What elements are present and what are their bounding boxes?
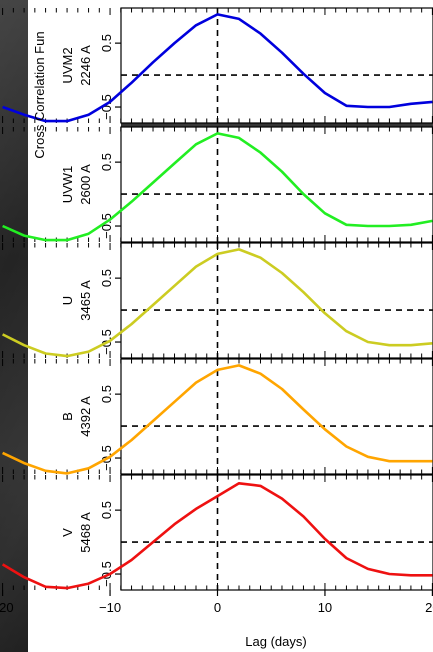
panel-band-label: UVM2	[60, 47, 75, 83]
panel-band-label: B	[60, 412, 75, 421]
panel-frame-b	[120, 358, 433, 475]
panel-b: −0.50.5B 4392 A	[2, 358, 433, 475]
y-tick-label: 0.5	[99, 385, 114, 403]
x-tick-label: 20	[425, 600, 433, 615]
panel-wavelength-label: 5468 A	[78, 512, 93, 553]
y-axis-title: Cross Correlation Fun	[32, 31, 47, 158]
series-line-u	[2, 248, 433, 358]
x-tick-label: −20	[0, 600, 14, 615]
y-tick-label: 0.5	[99, 269, 114, 287]
panel-band-label: UVW1	[60, 166, 75, 204]
series-line-uvw1	[2, 132, 433, 242]
x-tick-label: 0	[214, 600, 221, 615]
series-line-v	[1, 481, 433, 590]
x-axis-title: Lag (days)	[245, 634, 306, 649]
series-line-b	[2, 364, 433, 475]
panel-wavelength-label: 4392 A	[78, 396, 93, 437]
partial-top-panel	[121, 0, 433, 8]
y-tick-label: 0.5	[99, 153, 114, 171]
y-tick-label: 0.5	[99, 34, 114, 52]
panel-frame-uvm2	[120, 7, 433, 124]
x-tick-label: 10	[318, 600, 332, 615]
panel-u: −0.50.5U 3465 A	[2, 242, 433, 359]
panel-frame-uvw1	[120, 126, 433, 243]
panel-wavelength-label: 2246 A	[78, 45, 93, 86]
y-tick-label: −0.5	[99, 561, 114, 587]
x-tick-label: −10	[99, 600, 121, 615]
panel-band-label: V	[60, 528, 75, 537]
label-strip	[28, 0, 121, 652]
panel-frame-u	[120, 242, 433, 359]
y-tick-label: 0.5	[99, 501, 114, 519]
partial-top-panel-bg	[121, 0, 433, 8]
panel-wavelength-label: 3465 A	[78, 280, 93, 321]
panel-wavelength-label: 2600 A	[78, 164, 93, 205]
series-line-uvm2	[2, 13, 433, 123]
panel-band-label: U	[60, 296, 75, 305]
